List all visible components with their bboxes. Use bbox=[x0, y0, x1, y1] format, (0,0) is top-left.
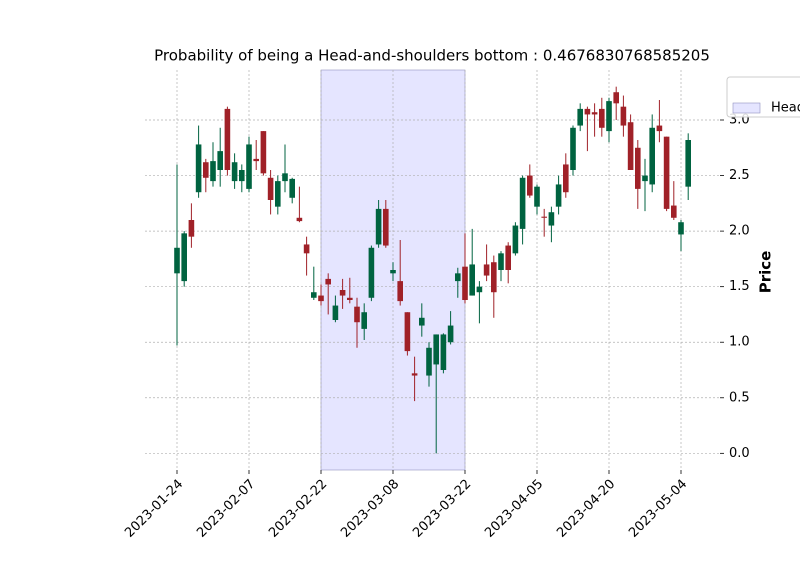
candle-body bbox=[383, 208, 389, 246]
candle-body bbox=[174, 247, 180, 274]
candle-body bbox=[275, 181, 281, 207]
candle-body bbox=[483, 264, 490, 276]
candle-body bbox=[397, 281, 403, 302]
candle-body bbox=[318, 295, 324, 302]
candle-body bbox=[462, 266, 468, 300]
candle-body bbox=[555, 184, 562, 207]
y-tick-label: 0.5 bbox=[729, 390, 750, 405]
candle-body bbox=[267, 177, 274, 200]
candle-body bbox=[512, 225, 519, 254]
candle-body bbox=[447, 325, 454, 343]
candle-body bbox=[491, 262, 497, 293]
x-tick-label: 2023-02-22 bbox=[266, 477, 330, 541]
candle-body bbox=[260, 131, 267, 174]
candle-body bbox=[498, 253, 504, 270]
candle-body bbox=[282, 173, 288, 182]
candle-body bbox=[534, 186, 540, 207]
candle-body bbox=[663, 136, 670, 209]
candle-body bbox=[368, 247, 375, 298]
candle-body bbox=[188, 220, 195, 237]
candle-body bbox=[656, 125, 663, 132]
legend: Head-and-shoulders bottom bbox=[726, 76, 800, 118]
candle-body bbox=[311, 292, 317, 298]
candle-body bbox=[685, 140, 691, 187]
candle-body bbox=[678, 222, 684, 235]
candle-body bbox=[527, 175, 533, 196]
candle-body bbox=[563, 164, 569, 193]
candle-body bbox=[217, 151, 223, 170]
legend-swatch bbox=[732, 102, 761, 114]
candle-body bbox=[253, 158, 259, 162]
candle-body bbox=[296, 217, 303, 222]
candle-body bbox=[476, 286, 483, 293]
candle-body bbox=[426, 347, 432, 376]
candle-body bbox=[584, 108, 591, 115]
candle-body bbox=[303, 244, 310, 254]
candle-body bbox=[289, 178, 295, 198]
candle-body bbox=[541, 216, 547, 218]
candle-body bbox=[203, 162, 209, 178]
x-tick-label: 2023-04-20 bbox=[554, 477, 618, 541]
candle-body bbox=[231, 162, 238, 182]
candle-body bbox=[548, 212, 555, 226]
candle-body bbox=[404, 312, 411, 352]
candle-body bbox=[505, 245, 511, 270]
legend-label: Head-and-shoulders bottom bbox=[771, 101, 800, 116]
candle-body bbox=[599, 108, 605, 128]
x-tick-label: 2023-04-05 bbox=[482, 477, 546, 541]
x-tick-label: 2023-03-08 bbox=[338, 477, 402, 541]
candle-body bbox=[181, 233, 187, 282]
candle-body bbox=[620, 106, 627, 126]
candle-body bbox=[246, 144, 252, 189]
candle-body bbox=[390, 270, 396, 274]
candle-body bbox=[671, 205, 677, 218]
candle-body bbox=[469, 264, 475, 296]
candle-body bbox=[195, 144, 202, 193]
chart-title: Probability of being a Head-and-shoulder… bbox=[154, 47, 710, 65]
candle-body bbox=[519, 177, 526, 229]
candle-body bbox=[210, 161, 216, 182]
candle-body bbox=[332, 305, 339, 320]
candle-body bbox=[339, 290, 346, 296]
candle-body bbox=[361, 312, 367, 329]
candle-body bbox=[411, 373, 418, 376]
candle-body bbox=[577, 108, 583, 126]
y-tick-label: 1.5 bbox=[729, 279, 750, 294]
x-tick-label: 2023-03-22 bbox=[410, 477, 474, 541]
candle-body bbox=[224, 108, 231, 170]
candle-body bbox=[455, 273, 461, 282]
candle-body bbox=[354, 306, 360, 323]
candle-body bbox=[627, 122, 634, 170]
candle-body bbox=[433, 334, 439, 365]
y-tick-label: 1.0 bbox=[729, 335, 750, 350]
y-tick-label: 2.0 bbox=[729, 224, 750, 239]
candle-body bbox=[239, 170, 245, 182]
x-tick-label: 2023-05-04 bbox=[626, 477, 690, 541]
y-axis-label: Price bbox=[757, 251, 775, 294]
candle-body bbox=[440, 334, 447, 370]
candle-body bbox=[375, 208, 382, 245]
candle-body bbox=[591, 112, 598, 115]
candle-body bbox=[347, 297, 353, 300]
candle-body bbox=[635, 147, 641, 189]
candle-body bbox=[606, 101, 612, 132]
candle-body bbox=[649, 127, 655, 185]
y-tick-label: 0.0 bbox=[729, 446, 750, 461]
candle-body bbox=[570, 127, 576, 170]
y-tick-label: 2.5 bbox=[729, 168, 750, 183]
candle-body bbox=[613, 92, 619, 104]
x-tick-label: 2023-01-24 bbox=[122, 477, 186, 541]
candle-body bbox=[325, 278, 331, 285]
candle-body bbox=[642, 175, 648, 182]
x-tick-label: 2023-02-07 bbox=[194, 477, 258, 541]
candle-body bbox=[419, 317, 425, 326]
